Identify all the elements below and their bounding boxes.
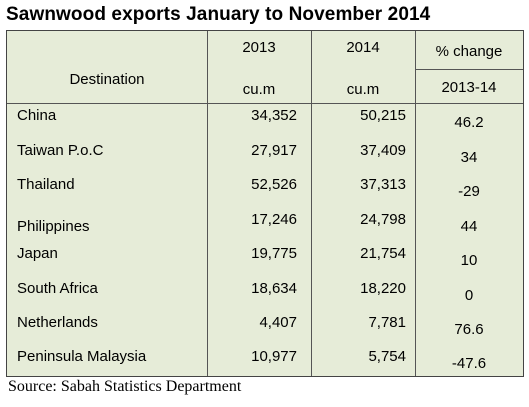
source-note: Source: Sabah Statistics Department <box>8 378 242 395</box>
header-percent-change: % change <box>435 43 503 60</box>
row-value-2014: 37,313 <box>360 176 406 193</box>
row-destination: China <box>17 107 57 124</box>
row-value-2014: 7,781 <box>368 314 406 331</box>
row-percent-change: -47.6 <box>451 355 487 372</box>
row-percent-change: 0 <box>464 287 474 304</box>
row-value-2014: 21,754 <box>360 245 406 262</box>
row-value-2014: 37,409 <box>360 142 406 159</box>
row-destination: Peninsula Malaysia <box>17 348 147 365</box>
row-destination: Taiwan P.o.C <box>17 142 104 159</box>
row-value-2013: 4,407 <box>259 314 297 331</box>
header-unit-2013: cu.m <box>242 81 276 98</box>
row-value-2013: 19,775 <box>251 245 297 262</box>
header-unit-2014: cu.m <box>346 81 380 98</box>
header-change-period: 2013-14 <box>441 79 497 96</box>
row-destination: Philippines <box>17 218 90 235</box>
row-value-2014: 24,798 <box>360 211 406 228</box>
header-divider <box>7 103 523 104</box>
page-title: Sawnwood exports January to November 201… <box>6 4 431 25</box>
row-destination: Japan <box>17 245 58 262</box>
header-subdivider <box>415 69 523 70</box>
header-2013: 2013 <box>242 39 276 56</box>
column-divider <box>311 31 312 376</box>
row-percent-change: 10 <box>460 252 478 269</box>
row-value-2013: 17,246 <box>251 211 297 228</box>
row-percent-change: -29 <box>458 183 480 200</box>
column-divider <box>415 31 416 376</box>
exports-table: Destination 2013 2014 % change cu.m cu.m… <box>6 30 524 377</box>
row-value-2014: 5,754 <box>368 348 406 365</box>
row-percent-change: 76.6 <box>454 321 484 338</box>
row-percent-change: 44 <box>460 218 478 235</box>
row-destination: South Africa <box>17 280 98 297</box>
row-value-2014: 18,220 <box>360 280 406 297</box>
row-percent-change: 34 <box>460 149 478 166</box>
column-divider <box>207 31 208 376</box>
row-value-2013: 34,352 <box>251 107 297 124</box>
row-value-2013: 27,917 <box>251 142 297 159</box>
header-2014: 2014 <box>346 39 380 56</box>
row-value-2013: 10,977 <box>251 348 297 365</box>
row-value-2013: 18,634 <box>251 280 297 297</box>
row-value-2014: 50,215 <box>360 107 406 124</box>
row-percent-change: 46.2 <box>454 114 484 131</box>
row-destination: Netherlands <box>17 314 98 331</box>
row-value-2013: 52,526 <box>251 176 297 193</box>
row-destination: Thailand <box>17 176 75 193</box>
header-destination: Destination <box>69 71 145 88</box>
